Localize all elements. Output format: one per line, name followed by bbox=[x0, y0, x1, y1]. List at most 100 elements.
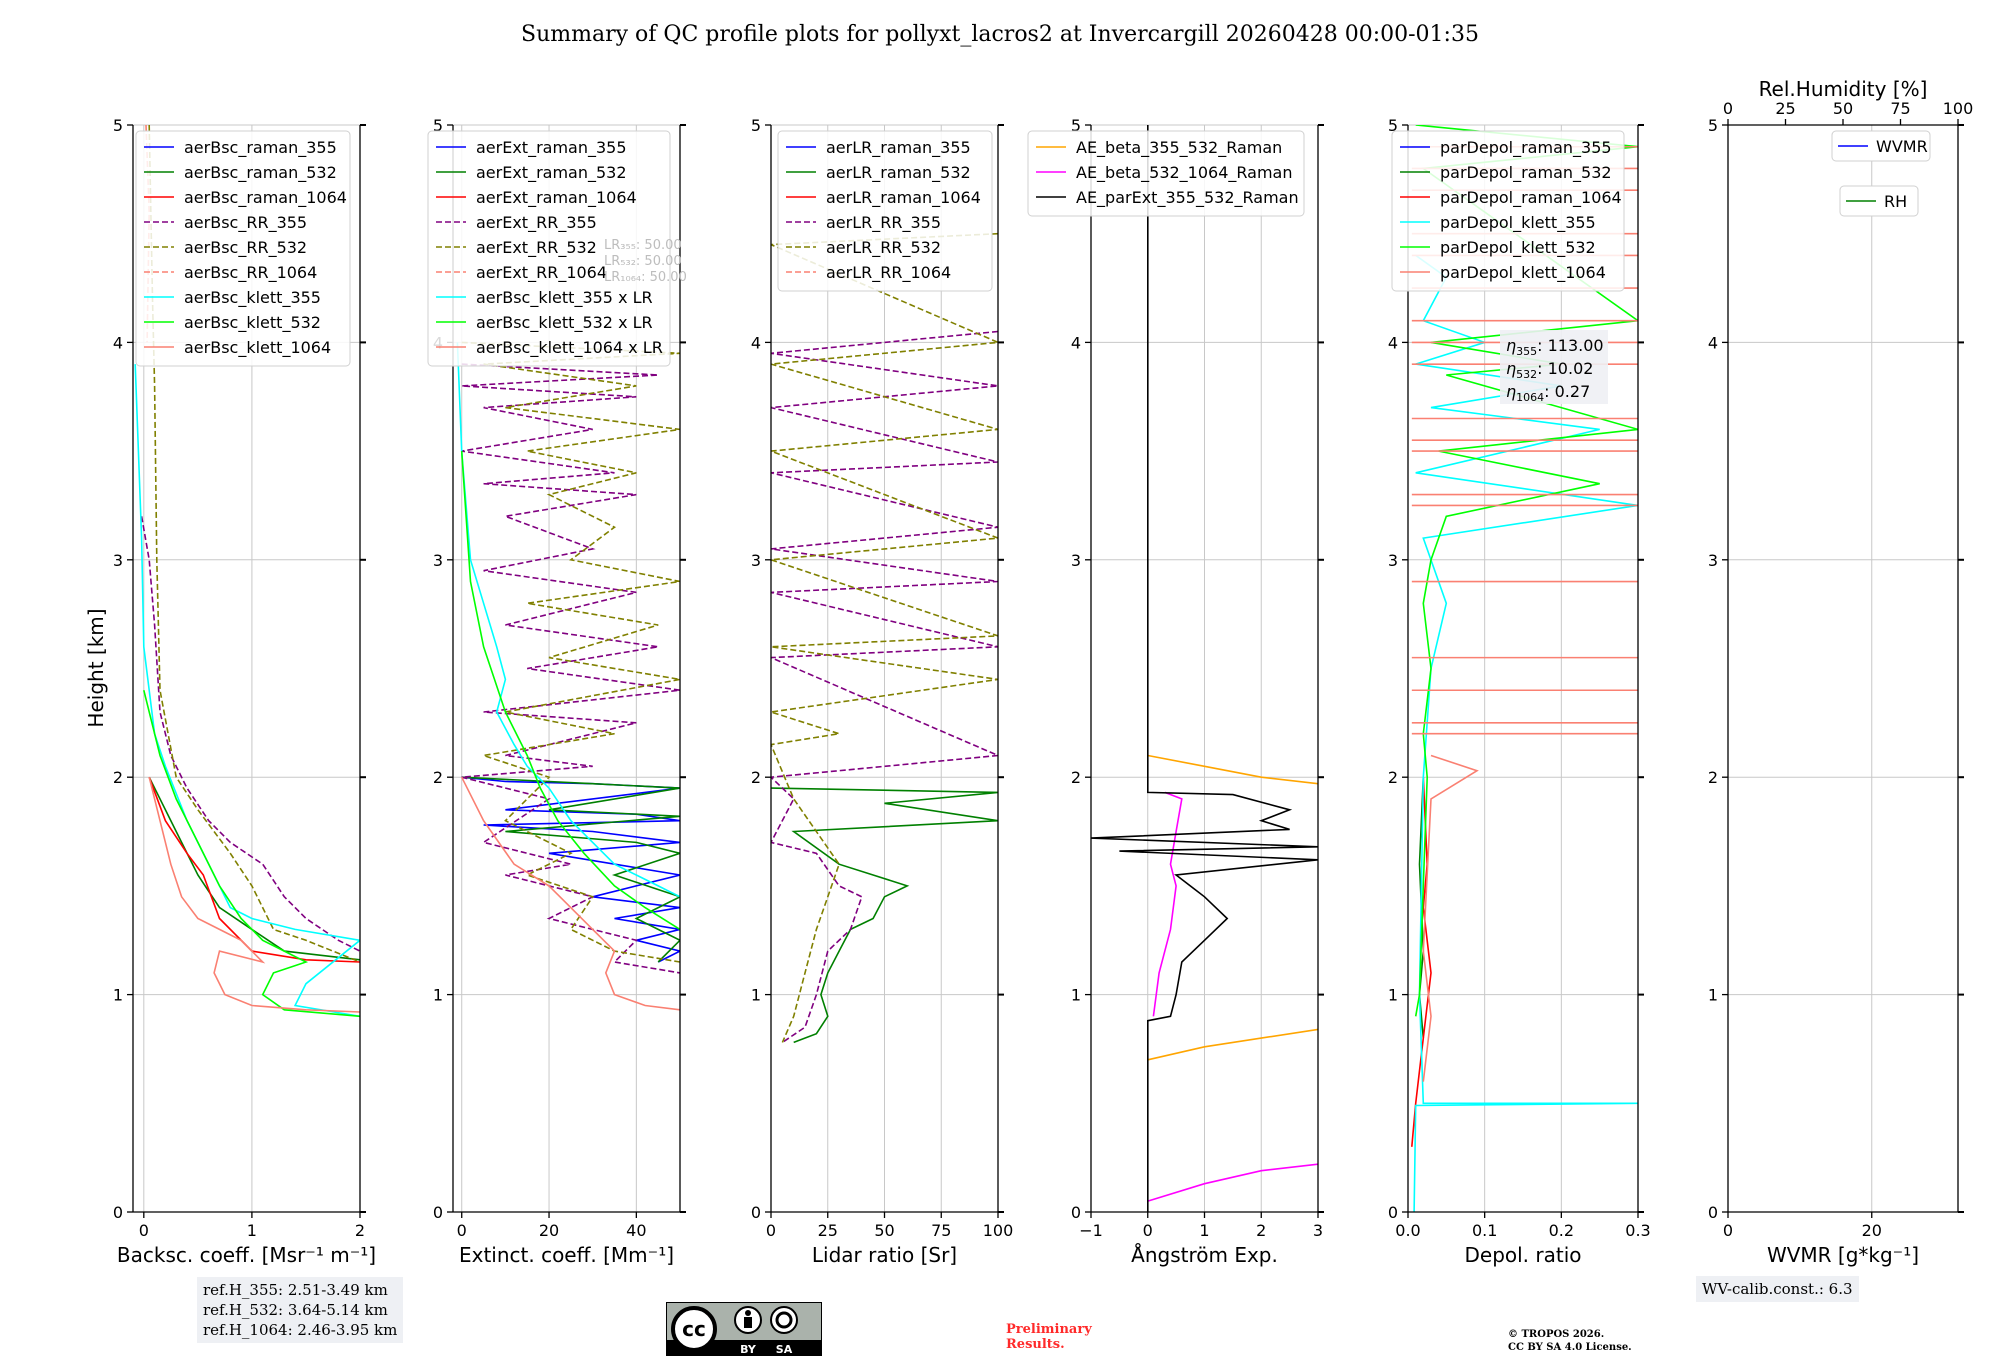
x2-axis-label: Rel.Humidity [%] bbox=[1759, 77, 1928, 101]
x2-tick-label: 100 bbox=[1943, 99, 1974, 118]
legend-label: aerBsc_RR_355 bbox=[184, 213, 307, 233]
y-tick-label: 3 bbox=[751, 551, 761, 570]
legend-label: parDepol_klett_355 bbox=[1440, 213, 1596, 233]
y-tick-label: 4 bbox=[1388, 333, 1398, 352]
x-tick-label: 2 bbox=[355, 1221, 365, 1240]
legend-label: aerBsc_klett_355 bbox=[184, 288, 321, 308]
ref-height-355: ref.H_355: 2.51-3.49 km bbox=[203, 1281, 388, 1299]
y-tick-label: 2 bbox=[433, 768, 443, 787]
y-tick-label: 5 bbox=[1071, 116, 1081, 135]
y-tick-label: 2 bbox=[113, 768, 123, 787]
panel-bsc: 0 1 2 3 4 5 0 1 2 Backsc. coeff. [Msr⁻¹ m⁻¹] aerBs… bbox=[113, 116, 376, 1267]
y-tick-label: 5 bbox=[1388, 116, 1398, 135]
x2-tick-label: 25 bbox=[1775, 99, 1795, 118]
preliminary-note: Preliminary Results. bbox=[1006, 1322, 1092, 1352]
legend-label: aerExt_raman_1064 bbox=[476, 188, 637, 208]
cc-label: cc bbox=[682, 1317, 706, 1341]
x2-tick-label: 75 bbox=[1890, 99, 1910, 118]
legend-label: parDepol_raman_1064 bbox=[1440, 188, 1622, 208]
legend-frame bbox=[135, 130, 351, 367]
y-tick-label: 0 bbox=[751, 1203, 761, 1222]
y-tick-label: 2 bbox=[1071, 768, 1081, 787]
legend-label: aerBsc_raman_355 bbox=[184, 138, 337, 158]
series-line-aerExt_RR_532 bbox=[461, 341, 680, 963]
legend-label: aerBsc_RR_532 bbox=[184, 238, 307, 258]
legend-label: aerBsc_raman_1064 bbox=[184, 188, 347, 208]
x-axis-label: Lidar ratio [Sr] bbox=[812, 1243, 957, 1267]
x-tick-label: 0.0 bbox=[1395, 1221, 1420, 1240]
y-tick-label: 3 bbox=[1388, 551, 1398, 570]
y-tick-label: 3 bbox=[1708, 551, 1718, 570]
legend-label: aerLR_RR_532 bbox=[826, 238, 941, 258]
x-axis-label: Backsc. coeff. [Msr⁻¹ m⁻¹] bbox=[117, 1243, 376, 1267]
x-tick-label: 20 bbox=[539, 1221, 559, 1240]
plot-area bbox=[1091, 125, 1318, 1212]
legend-label: aerBsc_klett_1064 bbox=[184, 338, 331, 358]
ref-height-532: ref.H_532: 3.64-5.14 km bbox=[203, 1301, 388, 1319]
legend-WVMR: WVMR bbox=[1831, 130, 1931, 162]
y-tick-label: 0 bbox=[1071, 1203, 1081, 1222]
legend-label: aerExt_RR_1064 bbox=[476, 263, 607, 283]
y-tick-label: 4 bbox=[1071, 333, 1081, 352]
x-tick-label: 25 bbox=[818, 1221, 838, 1240]
x2-tick-label: 0 bbox=[1723, 99, 1733, 118]
x2-tick-label: 50 bbox=[1833, 99, 1853, 118]
ref-height-1064: ref.H_1064: 2.46-3.95 km bbox=[203, 1321, 398, 1339]
series-line-aerBsc_klett_355 x LR bbox=[456, 342, 680, 898]
legend-frame bbox=[1027, 130, 1305, 217]
x-tick-label: 50 bbox=[874, 1221, 894, 1240]
y-tick-label: 5 bbox=[433, 116, 443, 135]
series-line-extra-AE_beta_532_1064_Raman bbox=[1147, 1163, 1318, 1202]
legend: aerExt_raman_355 aerExt_raman_532 aerExt_r… bbox=[427, 130, 671, 367]
series-line-aerBsc_klett_1064 bbox=[148, 777, 360, 1013]
lr-annotation: LR₅₃₂: 50.00 bbox=[604, 254, 682, 269]
x-tick-label: 100 bbox=[983, 1221, 1014, 1240]
y-tick-label: 0 bbox=[1388, 1203, 1398, 1222]
y-tick-label: 4 bbox=[1708, 333, 1718, 352]
x-axis-label: Ångström Exp. bbox=[1131, 1243, 1278, 1267]
legend-label: AE_beta_532_1064_Raman bbox=[1076, 163, 1293, 183]
x-tick-label: 1 bbox=[1199, 1221, 1209, 1240]
legend-label: aerBsc_klett_532 x LR bbox=[476, 313, 653, 333]
series-line-aerLR_RR_355 bbox=[771, 330, 998, 1044]
lr-annotation: LR₃₅₅: 50.00 bbox=[604, 238, 682, 253]
y-tick-label: 4 bbox=[751, 333, 761, 352]
sa-label: SA bbox=[776, 1343, 793, 1356]
panel-depol: 0 1 2 3 4 5 0.0 0.1 0.2 0.3 Depol. ratio parDepol_r… bbox=[1388, 116, 1651, 1267]
legend-label: AE_parExt_355_532_Raman bbox=[1076, 188, 1299, 208]
panel-ext: 01234502040Extinct. coeff. [Mm⁻¹]aerExt_… bbox=[427, 116, 686, 1267]
legend-label: aerBsc_raman_532 bbox=[184, 163, 337, 183]
y-tick-label: 1 bbox=[1708, 986, 1718, 1005]
cc-icon bbox=[671, 1306, 717, 1352]
y-tick-label: 0 bbox=[113, 1203, 123, 1222]
x-axis-label: WVMR [g*kg⁻¹] bbox=[1767, 1243, 1919, 1267]
x-tick-label: 3 bbox=[1313, 1221, 1323, 1240]
by-label: BY bbox=[740, 1343, 757, 1356]
plot-area bbox=[771, 232, 998, 1044]
x-tick-label: 40 bbox=[626, 1221, 646, 1240]
series-line-aerLR_raman_532 bbox=[771, 787, 998, 1044]
series-line-aerBsc_klett_532 bbox=[143, 690, 360, 1018]
legend-frame bbox=[1839, 185, 1919, 217]
legend-label: RH bbox=[1884, 192, 1907, 211]
legend-frame bbox=[1391, 130, 1625, 292]
y-tick-label: 2 bbox=[1708, 768, 1718, 787]
lr-annotation: LR₁₀₆₄: 50.00 bbox=[604, 270, 687, 285]
x-tick-label: 0 bbox=[139, 1221, 149, 1240]
legend-label: aerBsc_klett_355 x LR bbox=[476, 288, 653, 308]
legend-label: aerBsc_klett_532 bbox=[184, 313, 321, 333]
legend-label: AE_beta_355_532_Raman bbox=[1076, 138, 1282, 158]
legend-RH: RH bbox=[1839, 185, 1919, 217]
x-tick-label: 75 bbox=[931, 1221, 951, 1240]
legend-label: parDepol_raman_355 bbox=[1440, 138, 1612, 158]
plot-area bbox=[456, 341, 680, 1011]
x-tick-label: 2 bbox=[1256, 1221, 1266, 1240]
series-line-aerBsc_RR_355 bbox=[140, 516, 360, 952]
y-axis-label: Height [km] bbox=[84, 608, 108, 727]
series-line-aerLR_RR_532 bbox=[771, 232, 998, 1043]
x-tick-label: 0 bbox=[1143, 1221, 1153, 1240]
